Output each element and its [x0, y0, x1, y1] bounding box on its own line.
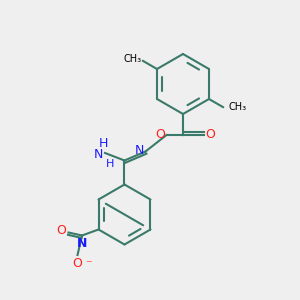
- Text: H: H: [106, 159, 115, 169]
- Text: N: N: [94, 148, 104, 161]
- Text: O: O: [73, 257, 82, 270]
- Text: O: O: [206, 128, 215, 142]
- Text: O: O: [56, 224, 66, 238]
- Text: ⁻: ⁻: [85, 258, 92, 271]
- Text: CH₃: CH₃: [229, 102, 247, 112]
- Text: N: N: [135, 143, 144, 157]
- Text: CH₃: CH₃: [123, 54, 141, 64]
- Text: H: H: [99, 137, 108, 150]
- Text: O: O: [155, 128, 165, 142]
- Text: N: N: [77, 237, 87, 250]
